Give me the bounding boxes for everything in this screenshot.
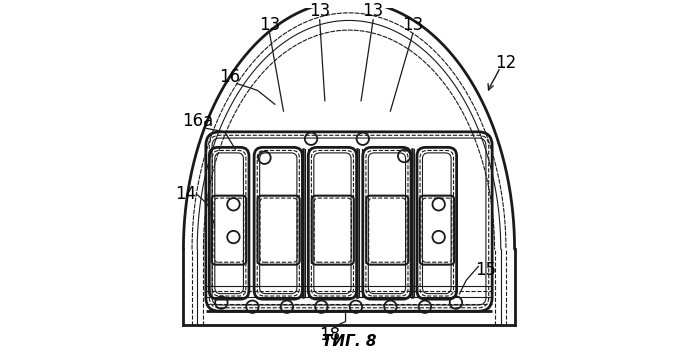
Text: 15: 15 <box>475 261 496 279</box>
Text: 13: 13 <box>402 16 424 34</box>
Text: 18: 18 <box>320 326 341 344</box>
Text: 13: 13 <box>259 16 281 34</box>
Text: ΤИГ. 8: ΤИГ. 8 <box>322 334 376 349</box>
Text: 16: 16 <box>219 68 241 86</box>
Text: 16a: 16a <box>182 113 214 131</box>
Text: 12: 12 <box>496 54 517 72</box>
Text: 13: 13 <box>309 2 330 20</box>
Text: 13: 13 <box>362 2 384 20</box>
Text: 14: 14 <box>176 185 197 203</box>
